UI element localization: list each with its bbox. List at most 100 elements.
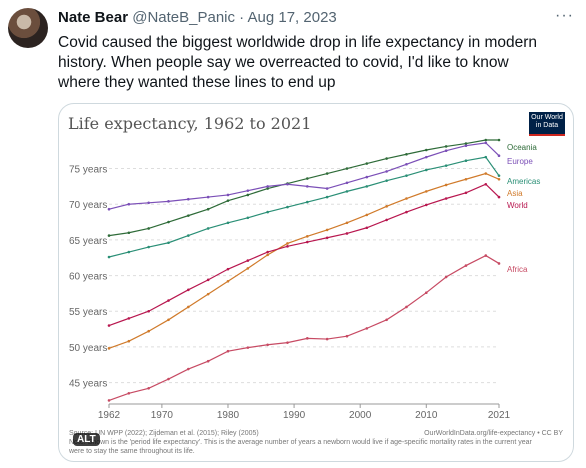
- data-point-americas: [424, 168, 428, 172]
- data-point-africa: [306, 337, 309, 340]
- data-point-africa: [444, 275, 448, 279]
- x-tick-label: 1990: [283, 410, 306, 421]
- data-point-asia: [226, 279, 230, 283]
- x-tick-label: 2021: [488, 410, 511, 421]
- data-point-asia: [424, 190, 428, 193]
- data-point-world: [497, 195, 501, 199]
- y-tick-label: 65 years: [69, 236, 107, 247]
- data-point-oceania: [464, 142, 468, 145]
- avatar[interactable]: [8, 8, 48, 48]
- data-point-americas: [127, 250, 131, 254]
- data-point-europe: [246, 189, 250, 192]
- data-point-africa: [497, 262, 501, 265]
- data-point-americas: [246, 216, 250, 220]
- data-point-africa: [206, 359, 210, 363]
- data-point-oceania: [246, 193, 250, 197]
- data-point-asia: [484, 172, 488, 175]
- data-point-africa: [345, 334, 349, 338]
- y-tick-label: 60 years: [69, 272, 107, 283]
- data-point-world: [405, 210, 408, 214]
- chart-image-card[interactable]: Life expectancy, 1962 to 2021 Our World …: [58, 103, 574, 462]
- data-point-oceania: [167, 220, 170, 224]
- chart-note: Note: Shown is the 'period life expectan…: [69, 439, 532, 455]
- data-point-africa: [246, 346, 250, 349]
- data-point-africa: [424, 291, 428, 294]
- data-point-asia: [127, 339, 131, 343]
- data-point-americas: [405, 174, 408, 177]
- data-point-world: [107, 324, 111, 327]
- data-point-world: [365, 226, 369, 230]
- chart-title: Life expectancy, 1962 to 2021: [68, 114, 312, 133]
- more-options-icon[interactable]: ···: [555, 7, 574, 24]
- series-label-africa: Africa: [507, 265, 528, 274]
- series-label-asia: Asia: [507, 189, 523, 198]
- data-point-americas: [167, 241, 170, 245]
- data-point-oceania: [306, 177, 309, 180]
- chart-credit[interactable]: OurWorldInData.org/life-expectancy • CC …: [424, 430, 563, 437]
- series-line-europe: [108, 142, 500, 210]
- data-point-africa: [266, 343, 269, 347]
- data-point-europe: [266, 185, 269, 188]
- data-point-americas: [365, 185, 369, 188]
- data-point-asia: [497, 177, 501, 181]
- tweet-header: Nate Bear @NateB_Panic · Aug 17, 2023: [58, 9, 337, 26]
- data-point-europe: [345, 181, 349, 185]
- display-name[interactable]: Nate Bear: [58, 9, 129, 26]
- data-point-world: [266, 250, 269, 254]
- data-point-americas: [266, 210, 269, 214]
- data-point-americas: [345, 190, 349, 193]
- data-point-oceania: [497, 138, 501, 142]
- data-point-europe: [444, 149, 448, 153]
- data-point-asia: [306, 235, 309, 238]
- series-label-oceania: Oceania: [507, 143, 537, 152]
- data-point-oceania: [127, 231, 131, 235]
- x-tick-label: 2000: [349, 410, 372, 421]
- alt-text-badge[interactable]: ALT: [73, 433, 100, 446]
- data-point-world: [424, 203, 428, 207]
- data-point-oceania: [226, 199, 230, 202]
- data-point-africa: [365, 327, 369, 330]
- data-point-africa: [167, 377, 170, 381]
- x-tick-label: 1962: [98, 410, 121, 421]
- data-point-europe: [464, 144, 468, 148]
- data-point-asia: [246, 267, 250, 270]
- data-point-asia: [325, 228, 329, 232]
- data-point-africa: [464, 264, 468, 267]
- data-point-world: [306, 240, 309, 244]
- data-point-americas: [444, 164, 448, 167]
- series-label-americas: Americas: [507, 177, 540, 186]
- data-point-asia: [385, 205, 388, 208]
- y-tick-label: 55 years: [69, 307, 107, 318]
- y-tick-label: 75 years: [69, 165, 107, 176]
- data-point-europe: [127, 202, 131, 206]
- data-point-africa: [127, 391, 131, 395]
- data-point-oceania: [266, 187, 269, 190]
- data-point-europe: [385, 170, 388, 173]
- y-tick-label: 50 years: [69, 343, 107, 354]
- data-point-world: [325, 236, 329, 240]
- data-point-americas: [464, 159, 468, 162]
- data-point-oceania: [325, 172, 329, 175]
- series-label-europe: Europe: [507, 157, 533, 166]
- data-point-africa: [107, 399, 111, 402]
- data-point-oceania: [365, 162, 369, 165]
- handle[interactable]: @NateB_Panic: [132, 9, 235, 26]
- data-point-world: [147, 309, 150, 313]
- tweet-text: Covid caused the biggest worldwide drop …: [58, 34, 538, 91]
- data-point-europe: [226, 193, 230, 197]
- data-point-world: [206, 278, 210, 282]
- chart-source: Source: UN WPP (2022); Zijdeman et al. (…: [69, 430, 259, 437]
- data-point-asia: [206, 292, 210, 296]
- chart-footnote: Source: UN WPP (2022); Zijdeman et al. (…: [69, 429, 569, 456]
- owid-logo: Our World in Data: [529, 112, 565, 136]
- data-point-europe: [325, 187, 329, 190]
- data-point-americas: [187, 234, 190, 237]
- data-point-americas: [484, 155, 488, 159]
- data-point-oceania: [385, 157, 388, 160]
- data-point-asia: [345, 221, 349, 225]
- data-point-world: [246, 259, 250, 262]
- x-tick-label: 1970: [151, 410, 174, 421]
- tweet-date[interactable]: Aug 17, 2023: [247, 9, 337, 26]
- separator: ·: [239, 9, 245, 26]
- data-point-europe: [497, 154, 501, 157]
